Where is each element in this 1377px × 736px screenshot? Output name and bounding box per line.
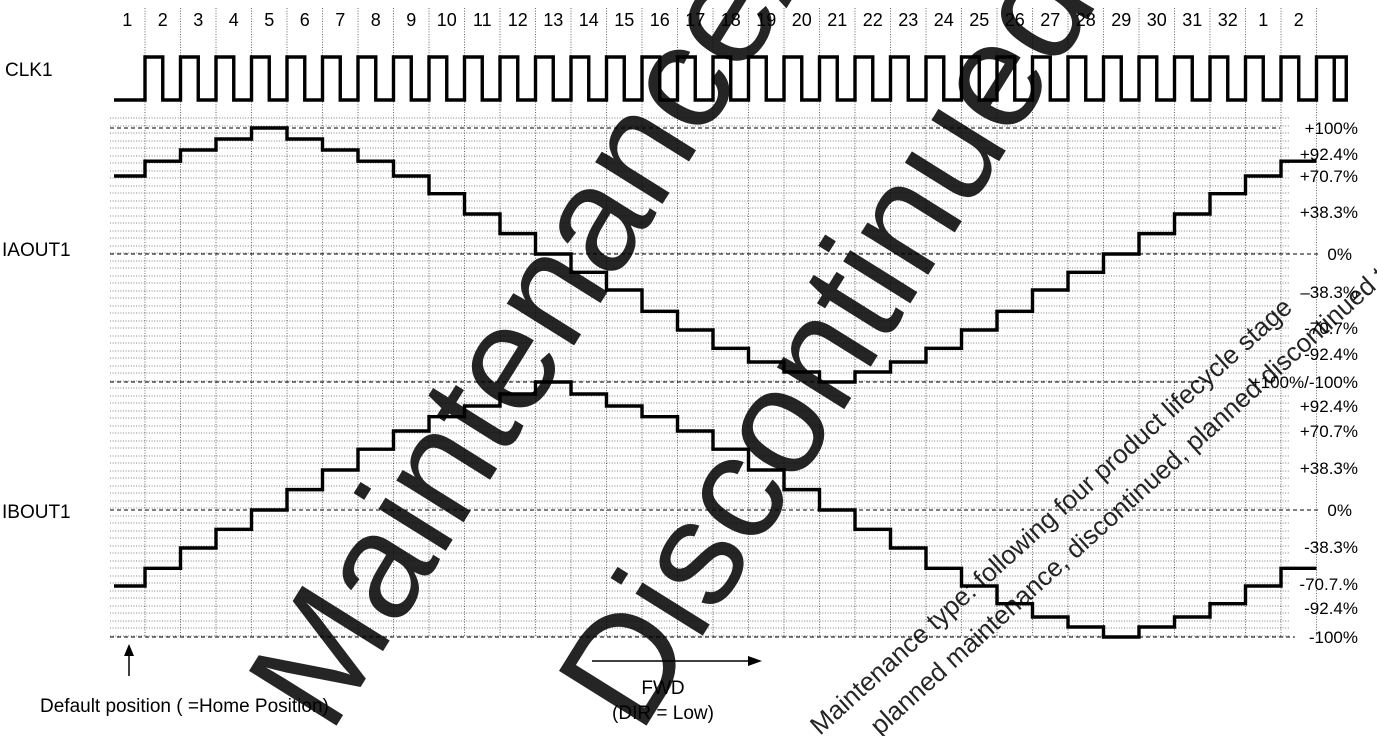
level-label: 0%	[1327, 501, 1352, 520]
clock-step-label: 12	[508, 10, 528, 30]
level-label: -92.4%	[1304, 599, 1358, 618]
level-label: 0%	[1327, 245, 1352, 264]
clock-step-labels: 1 2 3 4 5 6 7 8 9 10 11 12 13 14 15 16 17 18 19 20 21 22 23 24 2…	[122, 10, 1304, 30]
grid	[110, 8, 1317, 637]
reference-lines	[110, 127, 1318, 638]
clock-step-label: 22	[863, 10, 883, 30]
clock-step-label: 27	[1040, 10, 1060, 30]
clock-step-label: 14	[579, 10, 599, 30]
ibout1-label: IBOUT1	[2, 502, 71, 523]
clock-step-label: 18	[721, 10, 741, 30]
clock-step-label: 32	[1218, 10, 1238, 30]
level-label: -70.7.%	[1299, 575, 1358, 594]
clock-step-label: 8	[371, 10, 381, 30]
clock-step-label: 19	[756, 10, 776, 30]
ibout1-level-labels: +100%/-100% +92.4% +70.7% +38.3% 0% -38.3% -70…	[1251, 373, 1358, 647]
fwd-direction-arrow	[592, 656, 762, 666]
clock-step-label: 29	[1111, 10, 1131, 30]
clock-step-label: 25	[969, 10, 989, 30]
level-label: -38.3%	[1304, 538, 1358, 557]
clock-step-label: 2	[1294, 10, 1304, 30]
level-label: -92.4%	[1304, 345, 1358, 364]
level-label: +92.4%	[1300, 145, 1358, 164]
level-label: +70.7%	[1300, 422, 1358, 441]
fwd-label: FWD	[641, 678, 684, 699]
clock-step-label: 4	[229, 10, 239, 30]
default-position-label: Default position ( =Home Position)	[40, 696, 329, 717]
clock-step-label: 28	[1076, 10, 1096, 30]
clock-step-label: 23	[898, 10, 918, 30]
clock-step-label: 3	[193, 10, 203, 30]
level-label: +70.7%	[1300, 167, 1358, 186]
clock-step-label: 20	[792, 10, 812, 30]
clock-step-label: 10	[437, 10, 457, 30]
clock-step-label: 2	[158, 10, 168, 30]
clock-step-label: 24	[934, 10, 954, 30]
level-label: +100%	[1305, 119, 1358, 138]
level-label: –38.3%	[1300, 283, 1358, 302]
clock-step-label: 9	[406, 10, 416, 30]
clock-step-label: 1	[1258, 10, 1268, 30]
clock-step-label: 21	[827, 10, 847, 30]
clock-step-label: 1	[122, 10, 132, 30]
iaout1-waveform	[114, 126, 1317, 384]
level-label: -70.7%	[1304, 319, 1358, 338]
level-label: +100%/-100%	[1251, 373, 1358, 392]
clock-step-label: 13	[543, 10, 563, 30]
clk1-label: CLK1	[5, 60, 53, 81]
level-label: -100%	[1309, 628, 1358, 647]
level-label: +92.4%	[1300, 397, 1358, 416]
clock-step-label: 30	[1147, 10, 1167, 30]
clock-step-label: 17	[685, 10, 705, 30]
clock-step-label: 16	[650, 10, 670, 30]
clock-step-label: 6	[300, 10, 310, 30]
clock-step-label: 7	[335, 10, 345, 30]
home-position-arrow	[124, 644, 134, 676]
clock-step-label: 5	[264, 10, 274, 30]
iaout1-level-labels: +100% +92.4% +70.7% +38.3% 0% –38.3% -70.7% -92…	[1300, 119, 1358, 364]
dir-low-label: (DIR = Low)	[612, 703, 714, 724]
clock-step-label: 26	[1005, 10, 1025, 30]
level-label: +38.3%	[1300, 203, 1358, 222]
watermark: Maintenance/ Discontinued Maintenance ty…	[215, 0, 1377, 736]
clock-step-label: 31	[1182, 10, 1202, 30]
ibout1-waveform	[114, 380, 1317, 639]
clock-step-label: 15	[614, 10, 634, 30]
iaout1-label: IAOUT1	[2, 240, 71, 261]
level-label: +38.3%	[1300, 459, 1358, 478]
clock-step-label: 11	[473, 10, 492, 30]
clk1-waveform	[114, 55, 1348, 102]
